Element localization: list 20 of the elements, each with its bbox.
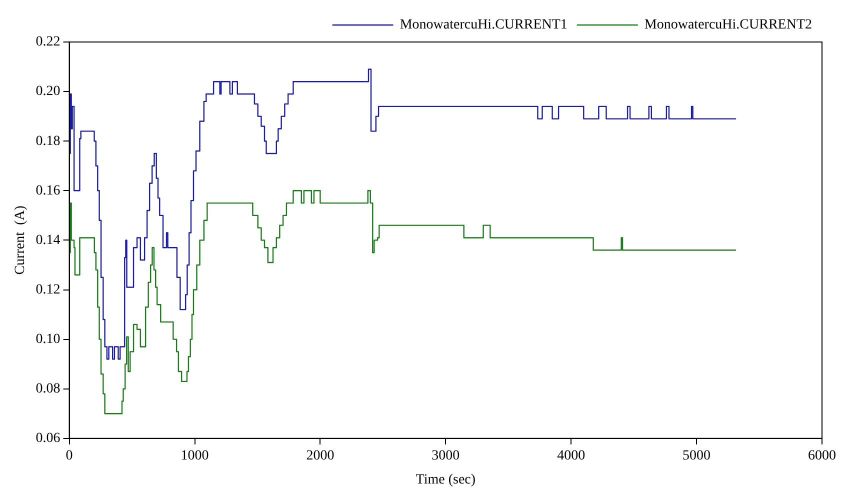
x-axis-title: Time (sec) [416,472,476,488]
y-axis-title: Current (A) [13,205,28,275]
y-tick-label: 0.06 [36,431,60,446]
y-tick-label: 0.12 [36,282,60,298]
x-tick-label: 3000 [432,448,460,464]
x-tick-label: 5000 [682,448,711,464]
legend-label: MonowatercuHi.CURRENT1 [400,18,568,33]
y-tick-label: 0.22 [36,34,60,50]
y-tick-label: 0.10 [36,332,60,347]
x-tick-label: 2000 [306,448,334,464]
y-tick-label: 0.14 [36,232,60,248]
x-tick-label: 6000 [808,448,836,464]
legend-label: MonowatercuHi.CURRENT2 [644,18,812,33]
y-tick-label: 0.18 [36,134,60,149]
x-tick-label: 0 [66,448,73,464]
y-tick-label: 0.08 [36,382,60,397]
x-tick-label: 4000 [557,448,586,464]
x-tick-label: 1000 [180,448,209,464]
y-tick-label: 0.16 [36,183,60,198]
y-tick-label: 0.20 [36,84,60,100]
